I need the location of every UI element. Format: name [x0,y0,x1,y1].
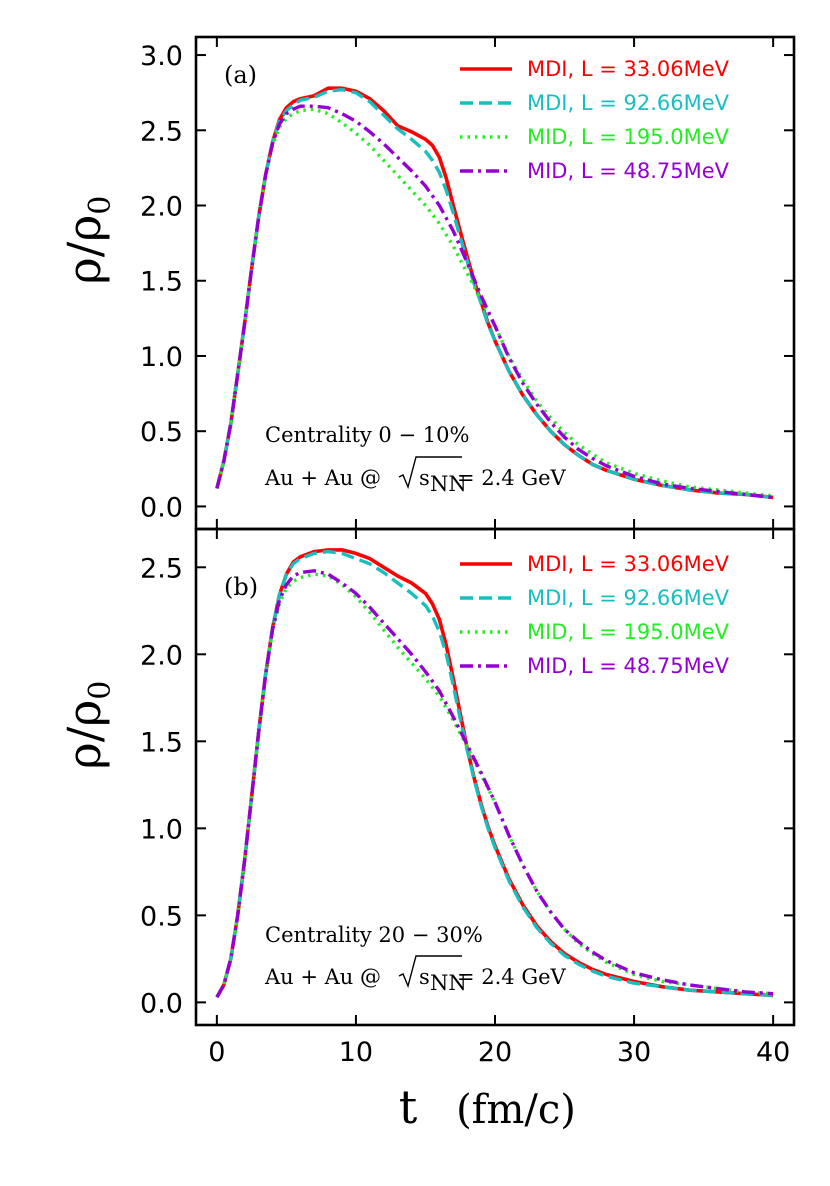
legend-label-2: MDI, L = 92.66MeV [527,586,730,610]
sqrt-symbol [398,456,462,490]
annotation-collision: Au + Au @ s NN = 2.4 GeV [264,955,567,995]
series-group [215,86,774,500]
y-tick-label: 0.0 [140,988,183,1019]
legend: MDI, L = 33.06MeV MDI, L = 92.66MeV MID, L… [460,552,730,678]
y-tick-label: 2.5 [140,553,183,584]
x-axis-title: t (fm/c) [399,1080,576,1134]
y-axis-title-subscript: 0 [83,196,118,215]
series-line-4 [215,569,774,999]
y-tick-label: 2.0 [140,640,183,671]
annotation-system: Au + Au @ [264,965,381,989]
y-axis-title: ρ/ρ0 [57,196,118,285]
y-axis-title-main: ρ/ρ [57,215,111,285]
annotation-collision: Au + Au @ s NN = 2.4 GeV [264,456,567,496]
y-axis-title: ρ/ρ0 [57,681,118,770]
x-tick-label: 0 [208,1037,225,1068]
x-tick-label: 30 [617,1037,651,1068]
annotation-sqrt-var: s [419,466,430,490]
series-group [215,548,774,999]
legend-label-1: MDI, L = 33.06MeV [527,57,730,81]
series-line-2 [215,88,774,500]
annotation-centrality: Centrality 20 − 30% [265,923,483,947]
sqrt-symbol [398,955,462,989]
legend-label-1: MDI, L = 33.06MeV [527,552,730,576]
x-tick-label: 40 [756,1037,790,1068]
x-axis-title-unit: (fm/c) [456,1087,576,1133]
y-axis-title-main: ρ/ρ [57,700,111,770]
y-tick-label: 1.0 [140,342,183,373]
x-axis-title-main: t [399,1080,418,1134]
annotation-sqrt-var: s [419,965,430,989]
panel-tag: (a) [224,61,257,89]
y-tick-label: 0.0 [140,492,183,523]
y-axis-title-subscript: 0 [83,681,118,700]
annotation-sqrt-sub: NN [430,971,467,995]
series-line-4 [215,104,774,500]
legend-label-2: MDI, L = 92.66MeV [527,91,730,115]
y-tick-label: 2.5 [140,116,183,147]
y-tick-label: 0.5 [140,901,183,932]
annotation-sqrt-sub: NN [430,472,467,496]
y-tick-label: 0.5 [140,417,183,448]
annotation-system: Au + Au @ [264,466,381,490]
panel-b: 0.00.51.01.52.02.50 10 20 30 40ρ/ρ0(b)Centra… [57,527,796,1068]
y-tick-label: 3.0 [140,41,183,72]
x-tick-label: 10 [339,1037,373,1068]
annotation-centrality: Centrality 0 − 10% [265,423,469,447]
y-tick-label: 1.5 [140,267,183,298]
panel-a: 0.0 0.5 1.0 1.5 2.0 2.5 3.0 ρ/ρ0 (a) Centrality 0… [57,35,796,531]
x-tick-label: 20 [478,1037,512,1068]
y-tick-label: 2.0 [140,192,183,223]
annotation-energy: = 2.4 GeV [457,466,567,490]
y-tick-label: 1.5 [140,727,183,758]
panel-tag: (b) [224,573,258,601]
legend-label-4: MID, L = 48.75MeV [527,654,730,678]
legend-label-3: MID, L = 195.0MeV [527,125,730,149]
series-line-3 [215,572,774,999]
legend: MDI, L = 33.06MeV MDI, L = 92.66MeV MID, L… [460,57,730,183]
annotation-energy: = 2.4 GeV [457,965,567,989]
legend-label-3: MID, L = 195.0MeV [527,620,730,644]
legend-label-4: MID, L = 48.75MeV [527,159,730,183]
y-tick-label: 1.0 [140,814,183,845]
